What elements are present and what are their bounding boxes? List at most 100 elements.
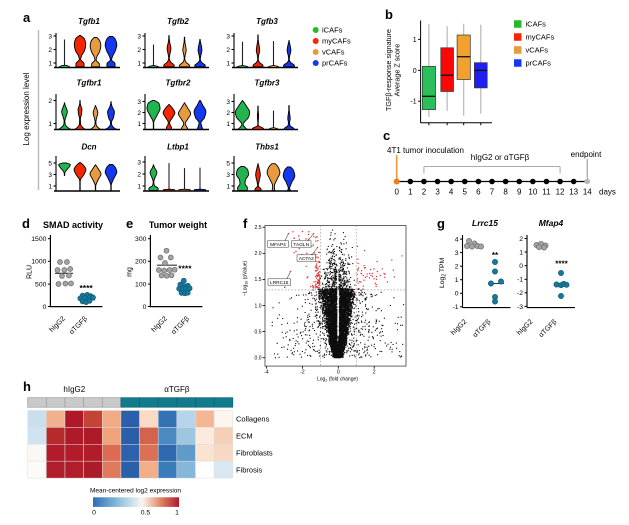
svg-text:2.5: 2.5: [255, 225, 262, 231]
svg-text:1: 1: [226, 121, 230, 128]
svg-text:days: days: [599, 188, 616, 197]
svg-text:1: 1: [137, 183, 141, 190]
svg-text:RLU: RLU: [26, 265, 33, 279]
svg-text:5: 5: [226, 160, 230, 167]
svg-text:2: 2: [137, 171, 141, 178]
svg-text:**: **: [492, 251, 499, 260]
svg-text:2: 2: [519, 236, 523, 243]
svg-text:500: 500: [35, 282, 47, 289]
svg-text:1: 1: [408, 188, 413, 197]
svg-text:0: 0: [92, 510, 96, 517]
svg-text:3: 3: [226, 99, 230, 106]
svg-text:Tgfbr3: Tgfbr3: [255, 79, 280, 88]
svg-text:LRRC15: LRRC15: [270, 280, 289, 286]
svg-text:-3: -3: [517, 304, 523, 311]
svg-text:2: 2: [226, 110, 230, 117]
svg-text:3: 3: [48, 172, 52, 179]
svg-text:2: 2: [455, 264, 459, 271]
svg-text:1: 1: [455, 277, 459, 284]
svg-text:1: 1: [226, 183, 230, 190]
svg-text:prCAFs: prCAFs: [322, 59, 348, 68]
svg-text:-4: -4: [264, 370, 269, 376]
svg-text:9: 9: [517, 188, 522, 197]
svg-text:d: d: [22, 216, 30, 231]
svg-text:iCAFs: iCAFs: [526, 20, 547, 29]
svg-text:Tgfb1: Tgfb1: [78, 17, 100, 26]
svg-text:0: 0: [394, 188, 399, 197]
svg-text:vCAFs: vCAFs: [526, 46, 549, 55]
svg-text:2: 2: [48, 98, 52, 105]
svg-text:g: g: [437, 216, 445, 231]
svg-text:1: 1: [48, 183, 52, 190]
svg-text:14: 14: [583, 188, 592, 197]
svg-text:0.0: 0.0: [255, 356, 262, 362]
svg-text:Mean-centered log2 expression: Mean-centered log2 expression: [90, 488, 181, 495]
svg-text:mg: mg: [126, 267, 133, 277]
svg-text:-2: -2: [300, 370, 305, 376]
svg-text:1: 1: [137, 121, 141, 128]
svg-text:iCAFs: iCAFs: [322, 26, 343, 35]
svg-text:1: 1: [519, 249, 523, 256]
svg-text:0: 0: [143, 304, 147, 311]
svg-text:prCAFs: prCAFs: [526, 59, 552, 68]
svg-text:1000: 1000: [31, 259, 46, 266]
svg-text:1: 1: [137, 60, 141, 67]
svg-text:3: 3: [226, 172, 230, 179]
svg-text:-2: -2: [517, 290, 523, 297]
svg-text:Tgfbr2: Tgfbr2: [166, 79, 191, 88]
svg-text:Fibroblasts: Fibroblasts: [236, 448, 273, 457]
svg-text:2: 2: [48, 47, 52, 54]
svg-text:****: ****: [555, 260, 568, 269]
svg-text:2: 2: [422, 188, 427, 197]
svg-text:****: ****: [178, 264, 192, 274]
svg-text:Log expression level: Log expression level: [22, 72, 31, 145]
svg-text:f: f: [243, 216, 248, 231]
svg-text:Tgfb2: Tgfb2: [167, 17, 189, 26]
svg-text:vCAFs: vCAFs: [322, 48, 345, 57]
svg-text:10: 10: [528, 188, 537, 197]
svg-text:3: 3: [137, 159, 141, 166]
svg-text:0: 0: [43, 304, 47, 311]
svg-text:a: a: [23, 10, 31, 25]
svg-text:0.5: 0.5: [141, 510, 151, 517]
svg-text:3: 3: [435, 188, 440, 197]
svg-text:Lrrc15: Lrrc15: [472, 218, 498, 228]
svg-text:2: 2: [137, 47, 141, 54]
svg-text:e: e: [126, 216, 133, 231]
svg-text:1: 1: [48, 60, 52, 67]
svg-text:1: 1: [226, 60, 230, 67]
svg-text:2: 2: [226, 47, 230, 54]
svg-text:endpoint: endpoint: [571, 150, 602, 159]
svg-text:Tgfb3: Tgfb3: [256, 17, 278, 26]
svg-text:8: 8: [503, 188, 508, 197]
svg-text:3: 3: [137, 33, 141, 40]
svg-text:12: 12: [556, 188, 565, 197]
svg-text:hIgG2: hIgG2: [63, 385, 85, 394]
svg-text:5: 5: [463, 188, 468, 197]
svg-text:3: 3: [455, 250, 459, 257]
svg-text:b: b: [385, 7, 393, 22]
svg-text:myCAFs: myCAFs: [322, 37, 351, 46]
svg-text:2: 2: [373, 370, 376, 376]
svg-text:1: 1: [413, 37, 417, 44]
svg-text:5: 5: [48, 160, 52, 167]
svg-text:Tumor weight: Tumor weight: [149, 220, 207, 230]
svg-text:4: 4: [449, 188, 454, 197]
svg-text:Log2 TPM: Log2 TPM: [439, 257, 447, 288]
svg-text:ECM: ECM: [236, 431, 253, 440]
svg-text:0: 0: [337, 370, 340, 376]
svg-text:h: h: [23, 379, 31, 394]
svg-text:300: 300: [135, 236, 147, 243]
svg-text:-1: -1: [410, 99, 416, 106]
svg-text:1: 1: [175, 510, 179, 517]
svg-text:100: 100: [135, 282, 147, 289]
svg-text:13: 13: [569, 188, 578, 197]
svg-text:TGFβ-response signature: TGFβ-response signature: [384, 29, 393, 111]
svg-text:Fibrosis: Fibrosis: [236, 465, 263, 474]
svg-text:1.5: 1.5: [255, 277, 262, 283]
svg-text:4T1 tumor inoculation: 4T1 tumor inoculation: [387, 146, 464, 155]
svg-text:TAGLN: TAGLN: [293, 242, 309, 248]
svg-text:0: 0: [519, 263, 523, 270]
svg-text:Collagens: Collagens: [236, 415, 270, 424]
svg-text:7: 7: [490, 188, 495, 197]
